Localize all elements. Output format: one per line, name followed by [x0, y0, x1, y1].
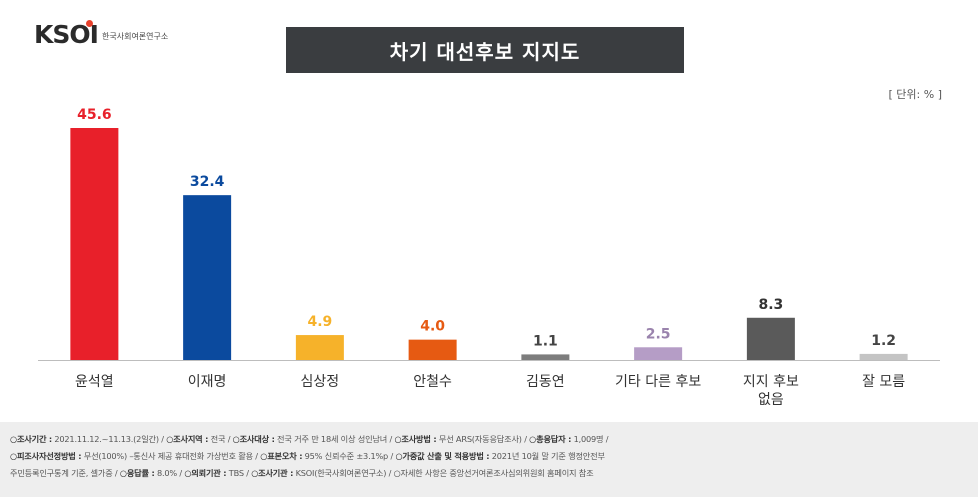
category-label-1: 이재명	[188, 374, 227, 390]
category-label-4: 김동연	[526, 374, 565, 390]
data-label-0: 45.6	[77, 107, 112, 123]
footer-key: ○표본오차 :	[260, 451, 303, 461]
footer-key: ○응답률 :	[119, 468, 155, 478]
chart-title: 차기 대선후보 지지도	[286, 27, 684, 73]
footer-value: 2021.11.12.~11.13.(2일간) /	[52, 434, 167, 444]
footer-value: 2021년 10월 말 기준 행정안전부	[489, 451, 605, 461]
bar-7	[859, 353, 908, 360]
footer-key: ○가중값 산출 및 적용방법 :	[395, 451, 490, 461]
footer-key: ○조사지역 :	[166, 434, 209, 444]
footer-key: ○의뢰기관 :	[184, 468, 227, 478]
category-label-3: 안철수	[413, 374, 452, 390]
bar-5	[634, 347, 683, 360]
category-label-6-1: 없음	[758, 392, 784, 408]
data-label-3: 4.0	[420, 319, 445, 335]
category-label-6-0: 지지 후보	[743, 374, 799, 390]
bar-2	[295, 335, 344, 360]
footer-value: 1,009명 /	[571, 434, 609, 444]
bar-3	[408, 339, 457, 360]
unit-label: [ 단위: % ]	[888, 88, 942, 101]
footer-key: ○조사기간 :	[10, 434, 52, 444]
footer-value: 주민등록인구통계 기준, 셀가중 /	[10, 468, 120, 478]
ksoi-logo: KSOI 한국사회여론연구소	[34, 20, 194, 50]
footer-value: 무선(100%) –통신사 제공 휴대전화 가상번호 활용 /	[81, 451, 261, 461]
data-label-7: 1.2	[871, 333, 896, 349]
survey-footer: ○조사기간 : 2021.11.12.~11.13.(2일간) / ○조사지역 …	[0, 422, 978, 497]
footer-value: KSOI(한국사회여론연구소) / ○자세한 사항은 중앙선거여론조사심의위원회…	[293, 468, 594, 478]
footer-key: ○조사대상 :	[232, 434, 275, 444]
footer-line-3: 주민등록인구통계 기준, 셀가중 / ○응답률 : 8.0% / ○의뢰기관 :…	[10, 467, 594, 479]
logo-dot-icon	[86, 20, 93, 27]
category-label-0: 윤석열	[75, 374, 114, 390]
data-label-2: 4.9	[307, 314, 332, 330]
footer-key: ○총응답자 :	[529, 434, 572, 444]
category-label-5: 기타 다른 후보	[615, 374, 701, 390]
footer-value: 8.0% /	[154, 468, 185, 478]
footer-line-2: ○피조사자선정방법 : 무선(100%) –통신사 제공 휴대전화 가상번호 활…	[10, 450, 605, 462]
data-label-5: 2.5	[646, 326, 671, 342]
footer-key: ○조사기관 :	[251, 468, 294, 478]
footer-key: ○피조사자선정방법 :	[10, 451, 82, 461]
bar-chart: 45.6 윤석열 32.4 이재명 4.9 심상정 4.0 안철수 1.1 김동연 2.5 기타 다른…	[38, 107, 940, 408]
bar-0	[70, 128, 119, 360]
data-label-6: 8.3	[758, 297, 783, 313]
footer-value: 95% 신뢰수준 ±3.1%p /	[302, 451, 396, 461]
bar-6	[746, 317, 795, 360]
logo-subtitle: 한국사회여론연구소	[102, 32, 169, 41]
footer-value: TBS /	[226, 468, 252, 478]
footer-line-1: ○조사기간 : 2021.11.12.~11.13.(2일간) / ○조사지역 …	[10, 433, 609, 445]
footer-key: ○조사방법 :	[394, 434, 437, 444]
footer-value: 전국 /	[208, 434, 233, 444]
footer-value: 무선 ARS(자동응답조사) /	[436, 434, 530, 444]
category-label-7: 잘 모름	[862, 374, 905, 390]
data-label-1: 32.4	[190, 174, 225, 190]
data-label-4: 1.1	[533, 333, 558, 349]
bar-1	[183, 195, 232, 360]
footer-value: 전국 거주 만 18세 이상 성인남녀 /	[274, 434, 395, 444]
category-label-2: 심상정	[301, 374, 340, 390]
bar-4	[521, 354, 570, 360]
